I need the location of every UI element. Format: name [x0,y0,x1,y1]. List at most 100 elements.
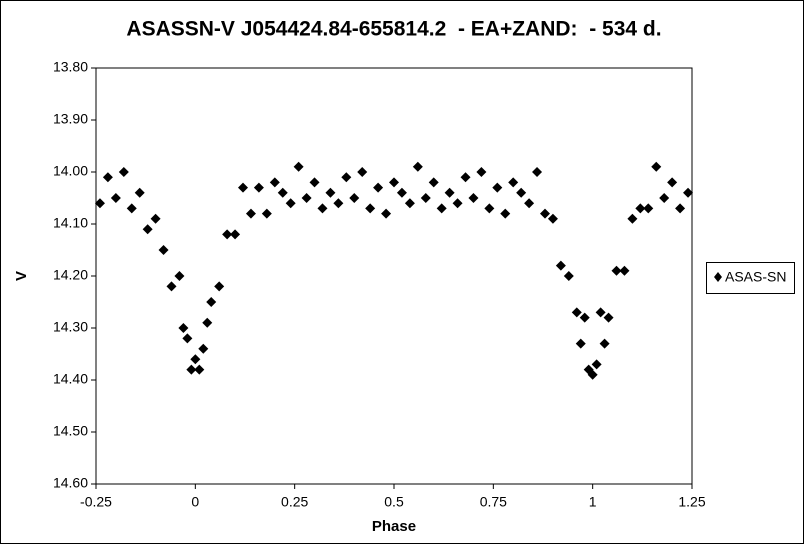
data-point [150,213,161,224]
data-point [547,213,558,224]
y-axis-label: V [13,271,30,281]
data-point [301,193,312,203]
data-point [460,172,471,183]
data-point [194,364,205,375]
y-tick-label: 13.80 [53,59,88,75]
data-point [571,307,582,318]
x-tick-label: 0 [191,494,199,510]
chart-title: ASASSN-V J054424.84-655814.2 - EA+ZAND: … [126,18,661,41]
data-point [174,271,185,281]
y-tick-label: 14.50 [53,423,88,439]
data-point [102,172,113,183]
data-point [269,177,280,188]
data-point [325,187,336,198]
y-tick-label: 14.40 [53,371,88,387]
data-point [555,260,566,271]
data-point [94,198,105,209]
data-point [404,198,415,209]
data-point [166,281,177,292]
data-point [428,177,439,188]
data-point [508,177,519,188]
data-point [539,208,550,219]
x-tick-label: 1 [589,494,597,510]
data-point [595,307,606,318]
data-point [583,364,594,375]
data-point [492,182,503,193]
data-point [341,172,352,183]
data-point [110,193,121,203]
data-point [579,312,590,323]
data-point [134,187,145,198]
data-point [158,245,169,255]
data-point [365,203,376,214]
data-point [186,364,197,375]
x-tick-label: -0.25 [80,494,112,510]
data-point [468,193,479,203]
data-point [349,193,360,203]
data-point [238,182,249,193]
data-point [373,182,384,193]
data-point [563,271,574,281]
data-point [333,198,344,209]
data-point [659,193,670,203]
data-point [261,208,272,219]
data-point [667,177,678,188]
data-point [683,187,694,198]
data-point [381,208,392,219]
legend-marker [714,272,722,282]
data-point [396,187,407,198]
data-point [532,167,543,177]
data-point [452,198,463,209]
plot-area [95,67,693,485]
data-point [285,198,296,209]
data-point [277,187,288,198]
x-tick-label: 0.25 [281,494,308,510]
x-tick-label: 0.5 [384,494,404,510]
data-point [178,323,189,333]
data-point [635,203,646,214]
data-point [230,229,241,240]
data-point [357,167,368,177]
data-point [524,198,535,209]
y-tick-label: 14.30 [53,319,88,335]
data-point [198,343,209,354]
data-point [591,359,602,370]
data-point [118,167,129,177]
data-point [317,203,328,214]
data-point [500,208,511,219]
legend-label: ASAS-SN [725,269,786,285]
y-tick-label: 14.60 [53,475,88,491]
x-tick-label: 1.25 [678,494,705,510]
data-point [444,187,455,198]
data-point [253,182,264,193]
data-point [627,213,638,224]
y-tick-label: 13.90 [53,111,88,127]
data-point [484,203,495,214]
data-point [126,203,137,214]
data-point [293,161,304,172]
data-point [599,338,610,349]
data-point [206,297,217,307]
data-point [412,161,423,172]
data-point [190,354,201,365]
data-point [420,193,431,203]
data-point [643,203,654,214]
data-point [202,317,213,328]
data-point [675,203,686,214]
data-point [222,229,233,240]
data-point [611,265,622,276]
data-point [619,265,630,276]
data-point [309,177,320,188]
data-point [651,161,662,172]
x-axis-label: Phase [372,518,416,535]
data-point [436,203,447,214]
data-point [142,224,153,235]
data-point [516,187,527,198]
data-point [245,208,256,219]
data-point [575,338,586,349]
data-point [389,177,399,188]
data-point [476,167,487,177]
y-tick-label: 14.10 [53,215,88,231]
y-tick-label: 14.00 [53,163,88,179]
